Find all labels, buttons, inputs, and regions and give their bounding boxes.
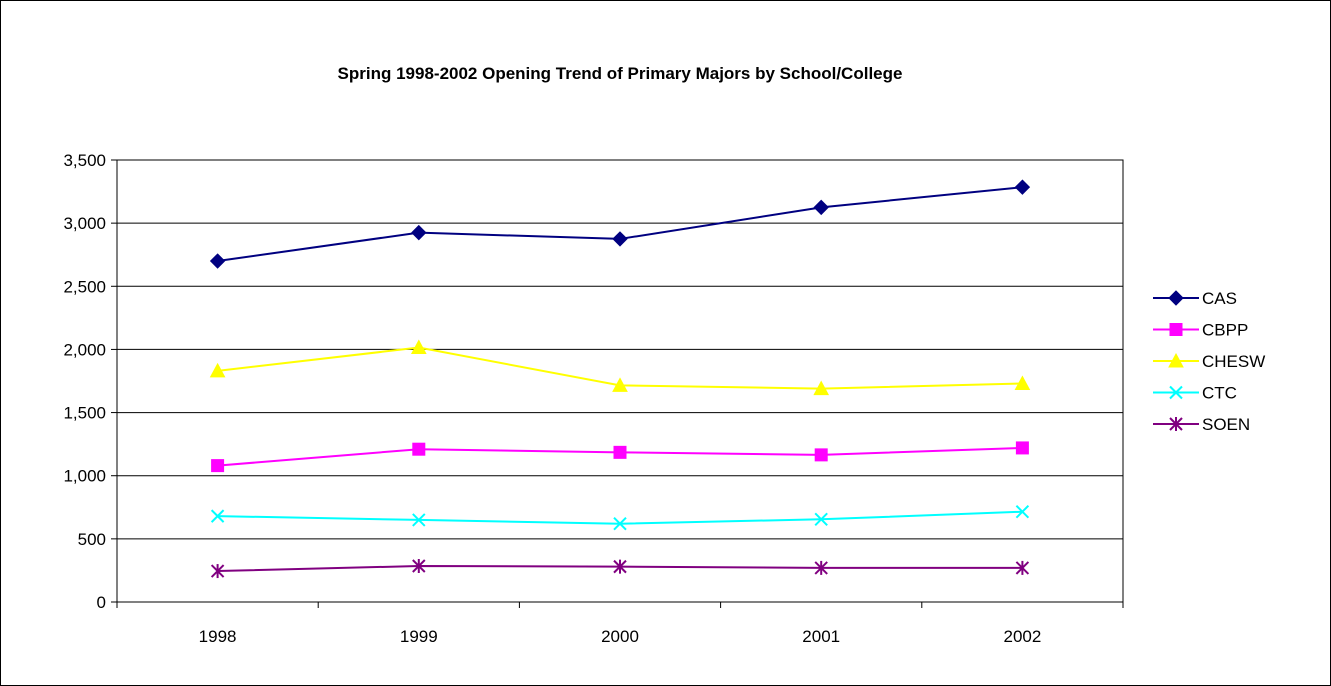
y-tick-label: 2,000 [63,340,106,359]
data-point-cas [1014,179,1031,195]
chart-title: Spring 1998-2002 Opening Trend of Primar… [338,64,903,83]
series-layer [209,179,1031,579]
data-point-ctc [1015,504,1030,519]
series-line-ctc [217,510,1023,525]
y-tick-label: 0 [97,593,106,612]
data-point-cbpp [1015,441,1029,455]
legend-label: CAS [1202,289,1237,308]
data-point-soen [412,559,426,574]
y-tick-label: 3,000 [63,214,106,233]
y-tick-label: 1,500 [63,404,106,423]
data-point-soen [210,564,225,579]
series-line-cas [217,186,1023,263]
data-point-soen [814,560,828,575]
legend-item-soen: SOEN [1153,415,1250,434]
axes [111,159,1124,608]
data-point-chesw [813,380,830,396]
x-tick-label: 1999 [400,627,438,646]
legend-label: CTC [1202,384,1237,403]
series-cas [209,179,1031,269]
data-point-cas [612,231,628,247]
legend-marker [1169,323,1183,336]
data-point-cas [209,253,226,269]
data-point-cbpp [412,442,426,456]
legend-label: SOEN [1202,415,1250,434]
legend-item-ctc: CTC [1153,384,1237,403]
data-point-cbpp [613,445,627,459]
data-point-chesw [209,362,226,378]
x-tick-label: 2001 [802,627,840,646]
legend: CAS CBPP CHESW CTC SOEN [1153,289,1265,434]
series-soen [210,559,1030,579]
data-point-soen [1015,560,1030,575]
data-point-chesw [1014,375,1031,391]
series-cbpp [211,441,1029,473]
data-point-cbpp [211,459,225,473]
data-point-ctc [210,509,225,523]
x-tick-label: 1998 [199,627,237,646]
data-point-ctc [613,516,627,531]
x-tick-label: 2002 [1003,627,1041,646]
series-chesw [209,339,1031,396]
legend-label: CBPP [1202,321,1248,340]
series-ctc [210,504,1030,531]
y-tick-label: 500 [78,530,106,549]
legend-marker [1169,385,1183,400]
data-point-cbpp [814,448,828,462]
y-tick-label: 1,000 [63,467,106,486]
x-tick-label: 2000 [601,627,639,646]
y-tick-label: 2,500 [63,277,106,296]
legend-item-cas: CAS [1153,289,1237,308]
data-point-ctc [814,512,828,526]
y-axis-tick-labels: 0 500 1,000 1,500 2,000 2,500 3,000 3,500 [63,151,106,612]
data-point-cas [411,224,427,241]
data-point-chesw [612,377,628,392]
legend-item-cbpp: CBPP [1153,321,1248,340]
data-point-cas [813,199,829,216]
data-point-ctc [412,513,426,527]
legend-marker [1168,290,1184,306]
plot-area [116,159,1124,603]
legend-marker [1168,352,1184,368]
legend-item-chesw: CHESW [1153,352,1265,371]
data-point-chesw [410,339,427,355]
y-tick-label: 3,500 [63,151,106,170]
legend-marker [1169,417,1183,431]
x-axis-tick-labels: 1998 1999 2000 2001 2002 [199,627,1042,646]
gridlines [117,222,1123,540]
data-point-soen [613,559,627,574]
legend-label: CHESW [1202,352,1265,371]
